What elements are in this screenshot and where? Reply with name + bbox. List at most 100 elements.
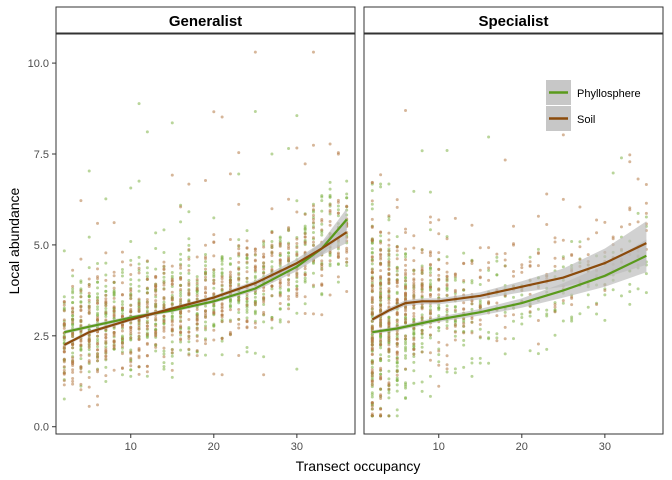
point-soil — [62, 365, 66, 369]
point-phyllosphere — [262, 243, 266, 247]
point-soil — [412, 312, 416, 316]
point-soil — [437, 384, 441, 388]
point-soil — [420, 290, 424, 294]
point-phyllosphere — [412, 360, 416, 364]
point-soil — [404, 268, 408, 272]
point-soil — [253, 326, 257, 330]
point-phyllosphere — [395, 408, 399, 412]
point-phyllosphere — [328, 264, 332, 268]
point-soil — [336, 200, 340, 204]
point-soil — [195, 326, 199, 330]
point-soil — [437, 363, 441, 367]
point-soil — [112, 313, 116, 317]
point-soil — [237, 273, 241, 277]
point-soil — [228, 270, 232, 274]
point-phyllosphere — [320, 293, 324, 297]
point-phyllosphere — [112, 291, 116, 295]
point-phyllosphere — [87, 295, 91, 299]
point-soil — [379, 241, 383, 245]
point-phyllosphere — [628, 290, 632, 294]
point-phyllosphere — [311, 231, 315, 235]
point-phyllosphere — [228, 263, 232, 267]
point-soil — [137, 310, 141, 314]
point-soil — [120, 293, 124, 297]
point-soil — [129, 336, 133, 340]
point-phyllosphere — [154, 231, 158, 235]
point-soil — [644, 182, 648, 186]
point-phyllosphere — [154, 267, 158, 271]
y-tick-label: 7.5 — [34, 149, 49, 161]
point-soil — [311, 204, 315, 208]
point-phyllosphere — [96, 337, 100, 341]
point-soil — [162, 271, 166, 275]
point-soil — [379, 357, 383, 361]
point-soil — [253, 265, 257, 269]
point-soil — [495, 252, 499, 256]
point-soil — [379, 407, 383, 411]
point-soil — [204, 338, 207, 342]
point-soil — [212, 254, 216, 258]
point-soil — [303, 312, 307, 316]
point-soil — [503, 325, 507, 329]
point-phyllosphere — [87, 235, 91, 239]
point-soil — [170, 264, 174, 268]
point-soil — [387, 383, 391, 387]
point-phyllosphere — [253, 274, 257, 278]
point-soil — [420, 266, 424, 270]
point-soil — [96, 267, 100, 271]
point-soil — [145, 298, 149, 302]
point-phyllosphere — [345, 179, 349, 183]
point-phyllosphere — [445, 288, 449, 292]
point-phyllosphere — [278, 318, 282, 322]
point-phyllosphere — [420, 389, 424, 393]
point-phyllosphere — [503, 352, 507, 356]
point-soil — [112, 333, 116, 337]
point-phyllosphere — [370, 202, 374, 206]
confidence-ribbon-soil — [372, 221, 647, 322]
point-soil — [120, 366, 124, 370]
point-phyllosphere — [478, 327, 482, 331]
point-phyllosphere — [62, 397, 66, 401]
point-soil — [228, 281, 232, 285]
point-soil — [87, 310, 91, 314]
point-phyllosphere — [420, 149, 424, 153]
point-phyllosphere — [445, 255, 449, 259]
point-phyllosphere — [320, 195, 324, 199]
point-soil — [71, 268, 75, 272]
point-soil — [379, 282, 383, 286]
point-soil — [112, 274, 116, 278]
point-soil — [395, 369, 399, 373]
point-phyllosphere — [129, 368, 133, 372]
point-soil — [412, 338, 416, 342]
point-soil — [336, 252, 340, 256]
point-phyllosphere — [578, 312, 582, 316]
point-soil — [220, 373, 224, 377]
point-phyllosphere — [162, 228, 166, 232]
point-soil — [412, 293, 416, 297]
point-phyllosphere — [204, 260, 207, 264]
point-phyllosphere — [395, 376, 399, 380]
point-soil — [311, 220, 315, 224]
point-soil — [462, 307, 466, 311]
point-soil — [145, 291, 149, 295]
point-soil — [154, 304, 158, 308]
point-phyllosphere — [644, 215, 648, 219]
point-soil — [270, 254, 274, 258]
point-soil — [320, 228, 324, 232]
point-soil — [412, 314, 416, 318]
point-soil — [129, 351, 133, 355]
point-soil — [79, 365, 83, 369]
legend: Phyllosphere Soil — [546, 80, 641, 131]
point-phyllosphere — [262, 302, 266, 306]
point-soil — [570, 295, 574, 299]
point-soil — [445, 363, 449, 367]
point-phyllosphere — [387, 218, 391, 222]
point-soil — [195, 335, 199, 339]
point-soil — [96, 348, 100, 352]
x-tick-label: 10 — [433, 441, 445, 453]
point-phyllosphere — [345, 196, 349, 200]
point-soil — [187, 281, 191, 285]
point-soil — [87, 360, 91, 364]
point-soil — [96, 403, 100, 407]
facet-title: Generalist — [169, 13, 242, 30]
